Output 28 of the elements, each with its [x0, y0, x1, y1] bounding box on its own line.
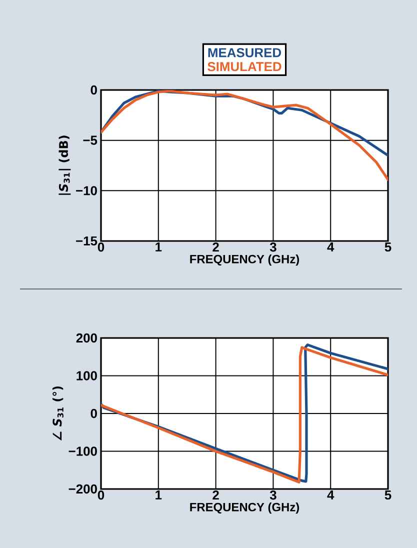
y-axis-title: |S$_{31}$| (dB) — [58, 136, 71, 195]
y-tick-label: 0 — [90, 85, 97, 95]
y-tick-label: −15 — [76, 236, 98, 246]
y-tick-label: −5 — [83, 136, 98, 145]
series-label: SIMULATED — [208, 62, 282, 72]
x-tick-label: 3 — [270, 490, 276, 500]
x-tick-label: 5 — [384, 490, 392, 500]
y-tick-label: 0 — [90, 408, 97, 418]
text: MEASURED — [208, 48, 282, 58]
x-axis-title: FREQUENCY (GHz) — [190, 502, 300, 514]
x-tick-label: 0 — [98, 490, 104, 500]
x-axis-title: FREQUENCY (GHz) — [190, 254, 300, 266]
y-tick-label: −200 — [68, 484, 97, 494]
x-tick-label: 0 — [98, 242, 104, 252]
x-tick-label: 4 — [327, 242, 334, 252]
x-tick-label: 2 — [212, 242, 219, 252]
y-tick-label: −10 — [76, 186, 97, 196]
y-tick-label: 100 — [76, 371, 97, 380]
y-axis-title: ∠ S$_{31}$ (°) — [52, 386, 64, 441]
x-tick-label: 3 — [270, 242, 276, 252]
x-tick-label: 2 — [212, 490, 219, 500]
x-tick-label: 1 — [156, 242, 162, 252]
x-tick-label: 1 — [156, 490, 162, 500]
y-tick-label: 200 — [76, 333, 97, 343]
x-tick-label: 4 — [327, 490, 334, 500]
line-series — [101, 90, 388, 181]
x-tick-label: 5 — [384, 242, 392, 252]
y-tick-label: −100 — [68, 446, 97, 456]
